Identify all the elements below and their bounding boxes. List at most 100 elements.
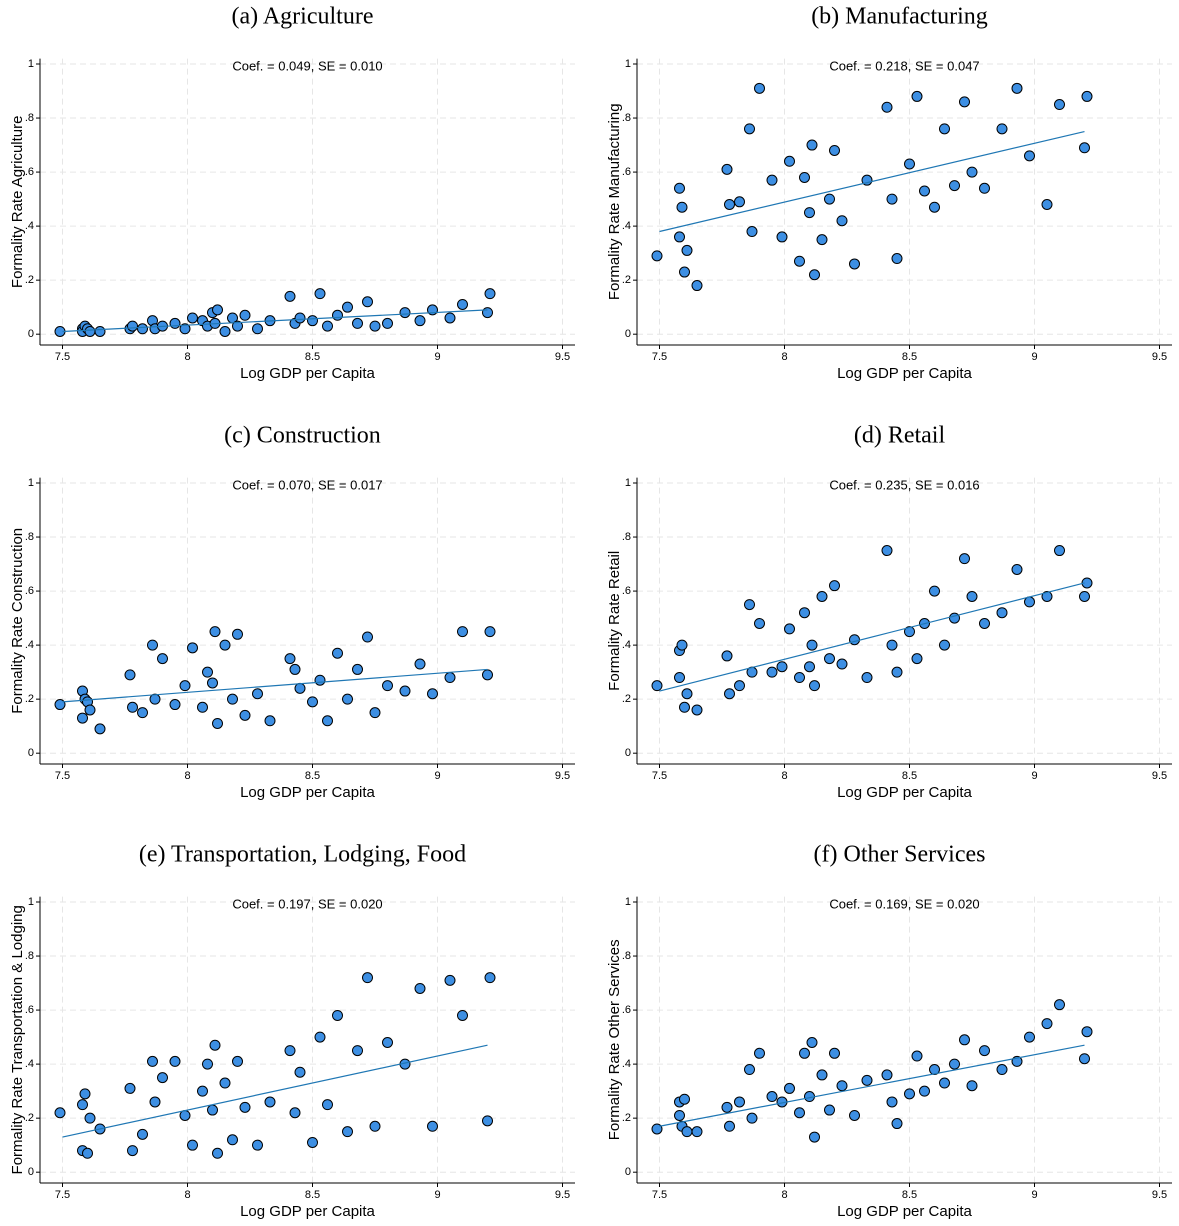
point [1041,1018,1053,1030]
point [342,693,353,705]
y-tick-label: .6 [25,1004,34,1016]
point [362,296,373,308]
point [307,1136,318,1148]
point [996,1064,1008,1076]
point [799,607,810,619]
point [806,639,818,651]
y-tick-label: .8 [25,531,34,543]
point [444,974,456,986]
point [332,1009,343,1021]
point [219,1077,231,1089]
point [207,677,218,689]
y-tick-label: 1 [28,58,34,70]
panel-title: (c) Construction [224,423,381,449]
point [284,1045,296,1057]
point [264,1096,276,1108]
point [911,653,923,665]
point [209,626,221,638]
point [724,199,735,211]
point [966,166,978,178]
point [784,155,795,167]
point [227,693,238,705]
point [1079,590,1090,602]
y-tick-label: .4 [25,1058,34,1070]
point [307,696,318,708]
point [979,182,990,194]
point [427,1120,438,1132]
point [264,715,276,727]
point [959,96,970,108]
point [124,1082,136,1094]
point [829,1047,840,1059]
x-tick-label: 8 [184,1189,190,1201]
point [484,626,496,638]
y-tick-label: .2 [622,1112,631,1124]
point [187,642,198,654]
point [352,663,363,675]
y-tick-label: 0 [625,747,631,759]
point [382,680,393,692]
point [289,1107,301,1119]
point [806,1037,818,1049]
point [674,231,685,243]
point [681,1126,693,1138]
point [904,158,915,170]
point [1081,1026,1093,1038]
point [904,1088,915,1100]
point [966,590,978,602]
y-tick-label: .2 [622,274,631,286]
y-axis-label: Formality Rate Manufacturing [606,103,623,300]
point [332,647,343,659]
point [232,1055,243,1067]
point [414,658,426,670]
y-tick-label: .6 [622,1004,631,1016]
point [427,688,438,700]
y-tick-label: .8 [622,950,631,962]
point [776,231,788,243]
point [744,123,755,135]
point [382,317,393,329]
point [1081,577,1093,589]
panel-title: (e) Transportation, Lodging, Food [139,842,466,868]
point [1079,1053,1090,1065]
point [929,1064,940,1076]
point [54,1107,66,1119]
point [457,298,468,310]
point [804,661,815,673]
x-tick-label: 8 [781,770,787,782]
x-tick-label: 9.5 [1152,351,1167,363]
point [169,317,181,329]
y-tick-label: 1 [625,896,631,908]
point [147,639,158,651]
point [179,323,191,335]
x-tick-label: 8 [781,351,787,363]
point [212,1147,223,1159]
y-tick-label: .2 [25,693,34,705]
y-axis-label: Formality Rate Construction [9,528,26,714]
point [794,672,805,684]
point [147,1055,158,1067]
point [252,688,263,700]
point [457,626,468,638]
y-tick-label: .8 [622,531,631,543]
point [886,1096,898,1108]
x-tick-label: 8.5 [305,770,320,782]
y-tick-label: 0 [625,1166,631,1178]
x-tick-label: 7.5 [55,351,70,363]
y-axis-label: Formality Rate Transportation & Lodging [9,905,26,1174]
point [849,1109,860,1121]
point [806,139,818,151]
y-axis-label: Formality Rate Other Services [606,939,623,1140]
point [836,1080,848,1092]
x-tick-label: 7.5 [652,351,667,363]
point [784,1082,795,1094]
y-tick-label: 1 [625,477,631,489]
y-tick-label: 0 [28,747,34,759]
point [94,325,106,337]
point [127,701,138,713]
point [169,699,181,711]
point [744,599,755,611]
x-axis-label: Log GDP per Capita [240,365,375,382]
point [651,1123,663,1135]
x-tick-label: 9.5 [1152,1189,1167,1201]
